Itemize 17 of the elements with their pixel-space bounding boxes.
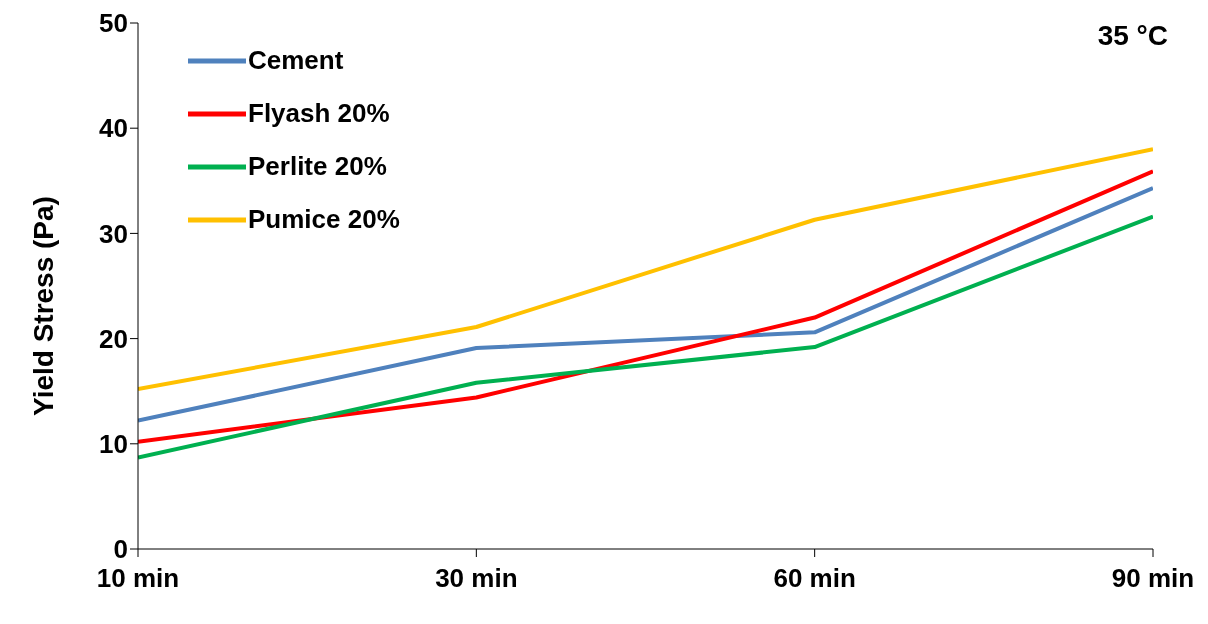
y-tick-label: 50 [99, 8, 128, 39]
y-axis-title: Yield Stress (Pa) [27, 196, 59, 416]
y-tick-label: 0 [113, 534, 128, 565]
annotation: 35 °C [1097, 20, 1168, 52]
y-tick-label: 30 [99, 218, 128, 249]
x-tick-label: 60 min [773, 563, 856, 594]
x-tick-label: 90 min [1111, 563, 1195, 594]
y-tick-label: 40 [99, 113, 128, 144]
x-tick-label: 30 min [435, 563, 518, 594]
line-series [138, 147, 1153, 392]
legend-label: Perlite 20% [248, 151, 387, 182]
legend-label: Pumice 20% [248, 204, 400, 235]
legend-label: Flyash 20% [248, 98, 390, 129]
y-tick-label: 20 [99, 323, 128, 354]
y-tick-label: 10 [99, 429, 128, 460]
x-tick-label: 10 min [96, 563, 180, 594]
legend-label: Cement [248, 45, 344, 76]
